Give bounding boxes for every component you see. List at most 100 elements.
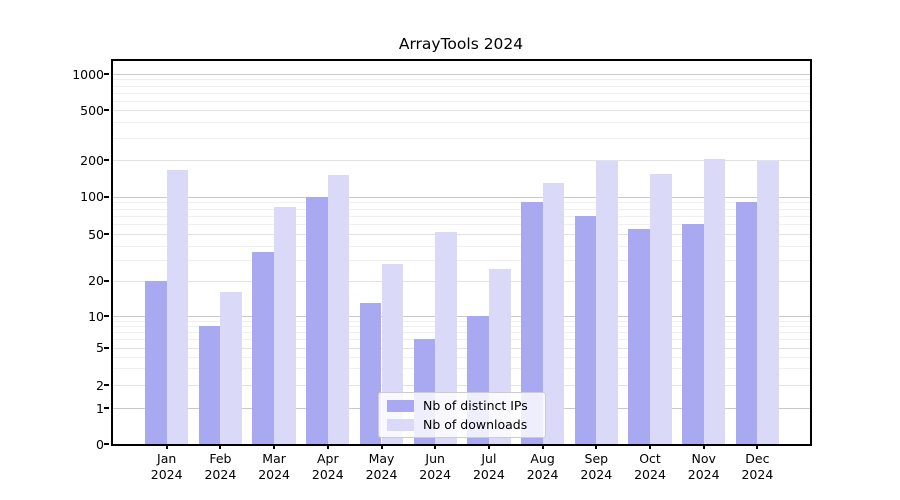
legend-swatch-downloads xyxy=(387,418,414,431)
y-tick-50 xyxy=(104,233,109,236)
chart-title: ArrayTools 2024 xyxy=(398,35,524,53)
gridline-y-3 xyxy=(113,368,810,370)
gridline-y-60 xyxy=(113,224,810,226)
gridline-y-80 xyxy=(113,208,810,210)
x-tick-label-jan: Jan 2024 xyxy=(150,451,183,482)
gridline-y-5 xyxy=(113,347,810,349)
y-tick-label-100: 100 xyxy=(80,189,104,205)
bar-mar-downloads xyxy=(274,207,296,444)
bar-dec-distinct-ips xyxy=(735,202,758,444)
legend-item-distinct-ips: Nb of distinct IPs xyxy=(379,398,545,414)
y-tick-5 xyxy=(104,346,109,349)
x-tick-oct xyxy=(649,444,651,449)
y-tick-200 xyxy=(104,159,109,161)
gridline-y-50 xyxy=(113,234,810,236)
bar-feb-distinct-ips xyxy=(198,326,221,444)
gridline-y-900 xyxy=(113,79,810,81)
gridline-y-200 xyxy=(113,160,810,161)
gridline-y-6 xyxy=(113,339,810,341)
y-tick-label-0: 0 xyxy=(96,436,104,452)
bar-may-distinct-ips xyxy=(359,302,382,444)
gridline-y-8 xyxy=(113,326,810,328)
y-tick-label-200: 200 xyxy=(80,152,104,168)
plot-area xyxy=(111,59,812,446)
gridline-y-40 xyxy=(113,245,810,247)
x-tick-label-nov: Nov 2024 xyxy=(687,451,720,482)
y-tick-100 xyxy=(104,195,109,198)
y-tick-1000 xyxy=(104,73,109,75)
gridline-y-90 xyxy=(113,202,810,204)
legend-item-downloads: Nb of downloads xyxy=(379,417,545,433)
gridline-y-500 xyxy=(113,110,810,111)
bar-sep-downloads xyxy=(596,161,618,444)
y-tick-0 xyxy=(104,443,109,445)
x-tick-jun xyxy=(434,444,437,449)
bar-mar-distinct-ips xyxy=(252,252,275,444)
y-tick-label-2: 2 xyxy=(96,377,104,393)
x-tick-jan xyxy=(165,444,168,449)
x-tick-label-oct: Oct 2024 xyxy=(634,451,666,482)
x-tick-label-dec: Dec 2024 xyxy=(741,451,774,482)
x-tick-label-aug: Aug 2024 xyxy=(526,451,559,482)
x-tick-aug xyxy=(541,444,544,449)
bar-nov-downloads xyxy=(703,158,726,444)
bar-jun-downloads xyxy=(435,232,457,444)
y-tick-10 xyxy=(104,315,109,317)
bar-oct-distinct-ips xyxy=(628,229,650,444)
y-tick-20 xyxy=(104,279,109,282)
gridline-y-30 xyxy=(113,260,810,262)
y-tick-label-500: 500 xyxy=(80,102,104,118)
legend: Nb of distinct IPs Nb of downloads xyxy=(378,392,546,438)
gridline-y-7 xyxy=(113,332,810,334)
legend-swatch-distinct-ips xyxy=(387,399,414,412)
x-tick-label-may: May 2024 xyxy=(365,451,398,482)
gridline-y-20 xyxy=(113,280,810,282)
gridline-y-1000 xyxy=(113,74,810,75)
bar-aug-downloads xyxy=(542,182,565,444)
gridline-y-300 xyxy=(113,137,810,139)
y-tick-label-50: 50 xyxy=(88,226,104,242)
x-tick-apr xyxy=(326,444,329,449)
x-tick-label-apr: Apr 2024 xyxy=(311,451,344,482)
x-tick-label-mar: Mar 2024 xyxy=(258,451,290,482)
bar-sep-distinct-ips xyxy=(574,216,597,444)
bar-apr-distinct-ips xyxy=(306,196,328,444)
y-tick-1 xyxy=(104,407,109,410)
x-tick-dec xyxy=(756,444,759,449)
gridline-y-700 xyxy=(113,92,810,94)
x-tick-label-sep: Sep 2024 xyxy=(580,451,613,482)
y-tick-label-5: 5 xyxy=(96,340,104,356)
x-tick-label-jun: Jun 2024 xyxy=(419,451,452,482)
gridline-y-2 xyxy=(113,385,810,386)
gridline-y-9 xyxy=(113,320,810,322)
bar-jan-downloads xyxy=(166,170,189,444)
x-tick-may xyxy=(380,444,383,449)
gridline-y-70 xyxy=(113,216,810,218)
y-tick-500 xyxy=(104,109,109,111)
gridline-y-100 xyxy=(113,196,810,198)
gridline-y-800 xyxy=(113,85,810,87)
x-tick-label-jul: Jul 2024 xyxy=(472,451,505,482)
y-tick-label-1000: 1000 xyxy=(72,66,104,82)
bar-aug-distinct-ips xyxy=(520,202,543,444)
x-tick-label-feb: Feb 2024 xyxy=(204,451,237,482)
gridline-y-600 xyxy=(113,100,810,102)
x-tick-feb xyxy=(219,444,222,449)
legend-label-distinct-ips: Nb of distinct IPs xyxy=(423,397,528,413)
y-tick-label-20: 20 xyxy=(88,273,104,289)
y-tick-2 xyxy=(104,384,109,386)
bar-oct-downloads xyxy=(650,173,672,444)
legend-label-downloads: Nb of downloads xyxy=(423,416,528,432)
bar-feb-downloads xyxy=(220,292,243,444)
bar-jan-distinct-ips xyxy=(145,280,167,444)
y-tick-label-10: 10 xyxy=(88,308,104,324)
gridline-y-10 xyxy=(113,316,810,317)
x-tick-nov xyxy=(702,444,705,449)
x-tick-jul xyxy=(487,444,490,449)
gridline-y-400 xyxy=(113,122,810,124)
y-tick-label-1: 1 xyxy=(96,400,104,416)
bar-apr-downloads xyxy=(327,175,350,444)
gridline-y-4 xyxy=(113,356,810,358)
x-tick-mar xyxy=(273,444,276,449)
